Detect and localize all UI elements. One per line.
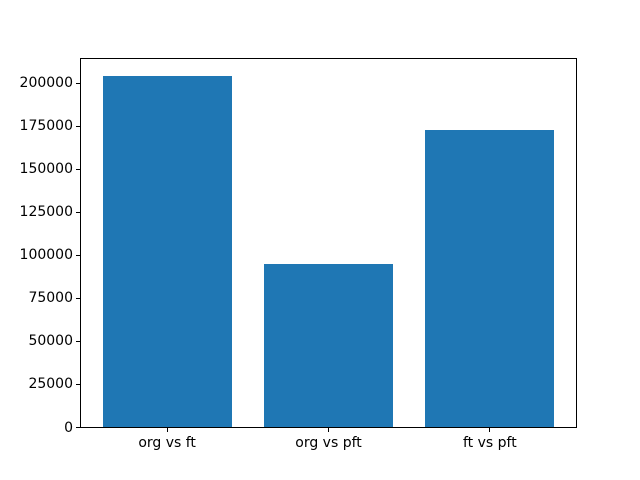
x-category-label: ft vs pft bbox=[463, 434, 517, 451]
bar-org-vs-pft bbox=[263, 264, 394, 428]
y-tick-label: 150000 bbox=[19, 161, 73, 178]
y-tick-label: 200000 bbox=[19, 75, 73, 92]
x-tick-mark bbox=[489, 427, 491, 432]
bar-ft-vs-pft bbox=[425, 129, 555, 428]
y-tick-mark bbox=[76, 168, 80, 170]
x-category-label: org vs pft bbox=[295, 434, 362, 451]
y-tick-label: 25000 bbox=[28, 376, 73, 393]
y-tick-label: 0 bbox=[64, 419, 73, 436]
y-tick-label: 125000 bbox=[19, 204, 73, 221]
y-tick-label: 50000 bbox=[28, 333, 73, 350]
y-tick-label: 175000 bbox=[19, 118, 73, 135]
y-tick-mark bbox=[76, 254, 80, 256]
y-tick-mark bbox=[76, 340, 80, 342]
y-tick-label: 100000 bbox=[19, 247, 73, 264]
y-tick-mark bbox=[76, 297, 80, 299]
x-category-label: org vs ft bbox=[138, 434, 196, 451]
x-tick-mark bbox=[166, 427, 168, 432]
y-tick-mark bbox=[76, 211, 80, 213]
y-tick-mark bbox=[76, 82, 80, 84]
bar-org-vs-ft bbox=[102, 76, 232, 428]
y-tick-mark bbox=[76, 383, 80, 385]
y-tick-label: 75000 bbox=[28, 290, 73, 307]
y-tick-mark bbox=[76, 427, 80, 428]
plot-area bbox=[80, 58, 577, 428]
y-tick-mark bbox=[76, 125, 80, 127]
x-tick-mark bbox=[328, 427, 329, 432]
